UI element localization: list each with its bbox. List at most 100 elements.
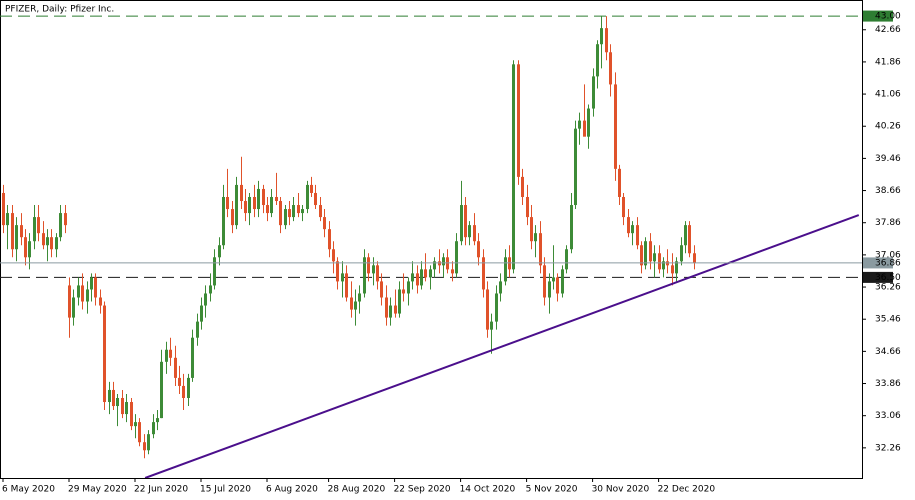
candle-body (363, 257, 366, 294)
candle-body (644, 241, 647, 266)
candle-body (517, 64, 520, 177)
y-tick-label: 36.26 (875, 283, 901, 293)
candle-body (288, 209, 291, 218)
y-tick-label: 42.66 (875, 25, 901, 35)
candle-body (169, 349, 172, 358)
candle-body (306, 184, 309, 210)
candle-body (627, 217, 630, 234)
candle-body (165, 349, 168, 362)
candle-body (565, 249, 568, 270)
candle-body (468, 225, 471, 238)
candle-body (649, 241, 652, 262)
candle-body (512, 64, 515, 270)
candle-body (11, 213, 14, 250)
candle-body (367, 257, 370, 274)
x-tick-label: 14 Oct 2020 (460, 485, 516, 495)
candle-body (504, 257, 507, 282)
candle-body (77, 285, 80, 298)
candle-body (266, 205, 269, 214)
candle-body (108, 389, 111, 403)
candle-body (455, 241, 458, 274)
candle-body (556, 277, 559, 294)
candle-body (244, 201, 247, 214)
x-tick-label: 22 Jun 2020 (134, 485, 188, 495)
candle-body (477, 241, 480, 258)
candle-body (240, 184, 243, 202)
candle-body (693, 253, 696, 263)
candle-body (314, 192, 317, 206)
y-tick-label: 37.86 (875, 218, 901, 228)
candle-body (279, 201, 282, 226)
candle-body (385, 297, 388, 318)
candle-body (416, 273, 419, 286)
candle-body (6, 213, 9, 226)
x-tick-label: 29 May 2020 (68, 485, 127, 495)
y-tick-label: 38.66 (875, 186, 901, 196)
price-box-label: 43.00 (875, 12, 901, 22)
candle-body (2, 192, 5, 226)
candle-body (614, 84, 617, 169)
price-box (863, 271, 893, 283)
candle-body (658, 253, 661, 270)
x-tick-label: 22 Dec 2020 (658, 485, 716, 495)
candle-body (328, 229, 331, 250)
candle-body (90, 277, 93, 290)
candle-body (675, 261, 678, 274)
candle-body (473, 225, 476, 242)
candle-body (402, 289, 405, 294)
candle-body (310, 184, 313, 193)
candle-body (605, 28, 608, 53)
candle-body (200, 305, 203, 322)
candle-body (424, 269, 427, 278)
y-tick-label: 34.66 (875, 347, 901, 357)
candle-body (394, 305, 397, 314)
candle-body (257, 188, 260, 210)
candle-body (94, 277, 97, 298)
candle-body (372, 265, 375, 274)
candle-body (81, 285, 84, 302)
candle-body (350, 297, 353, 310)
candle-body (152, 422, 155, 435)
x-tick-label: 30 Nov 2020 (592, 485, 650, 495)
candle-body (543, 265, 546, 298)
candle-body (125, 402, 128, 415)
candle-body (671, 265, 674, 274)
y-tick-label: 40.26 (875, 122, 901, 132)
y-tick-label: 39.46 (875, 154, 901, 164)
y-tick-label: 33.06 (875, 411, 901, 421)
candle-body (156, 418, 159, 423)
candle-body (297, 205, 300, 214)
candle-body (64, 213, 67, 226)
candle-body (68, 285, 71, 318)
candle-body (688, 225, 691, 254)
candle-body (680, 245, 683, 262)
candle-body (191, 337, 194, 378)
candle-body (618, 168, 621, 197)
candle-body (262, 188, 265, 206)
candle-body (662, 261, 665, 270)
candle-body (345, 273, 348, 298)
candle-body (411, 273, 414, 282)
candle-body (46, 237, 49, 246)
candle-body (526, 196, 529, 218)
candle-body (521, 176, 524, 197)
candle-body (341, 273, 344, 282)
price-box (863, 10, 893, 22)
x-tick-label: 15 Jul 2020 (200, 485, 251, 495)
candle-body (631, 225, 634, 234)
candle-body (653, 253, 656, 262)
candle-body (451, 269, 454, 274)
candle-body (116, 397, 119, 407)
candle-body (99, 297, 102, 306)
candle-body (583, 120, 586, 137)
candle-body (196, 321, 199, 338)
candle-body (24, 237, 27, 258)
candle-body (578, 120, 581, 129)
candle-body (187, 377, 190, 398)
candle-body (490, 321, 493, 330)
candle-body (640, 245, 643, 266)
candle-body (323, 217, 326, 230)
price-box-label: 36.50 (875, 273, 901, 283)
candle-body (587, 108, 590, 137)
x-tick-label: 5 Nov 2020 (526, 485, 578, 495)
